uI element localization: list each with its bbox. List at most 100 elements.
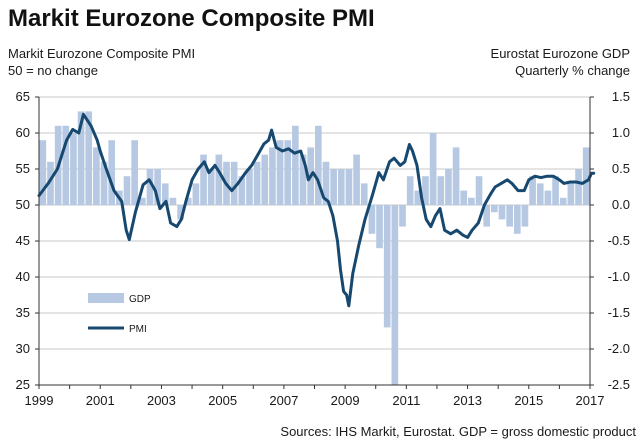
x-tick-label: 2009: [331, 393, 360, 408]
gdp-bar: [131, 140, 138, 205]
gdp-bar: [177, 205, 184, 220]
gdp-bar: [192, 183, 200, 205]
gdp-bar: [460, 190, 468, 205]
right-tick-label: -0.5: [608, 233, 630, 248]
left-tick-label: 55: [16, 161, 30, 176]
gdp-bar: [138, 197, 146, 205]
gdp-bar: [391, 205, 399, 385]
gdp-bar: [513, 205, 521, 234]
right-tick-labels: -2.5 -2.0 -1.5 -1.0 -0.5 0.0 0.5 1.0 1.5: [590, 89, 630, 392]
gdp-bar: [491, 205, 498, 213]
gdp-bar: [582, 147, 590, 205]
gdp-bar: [108, 140, 116, 205]
left-tick-label: 65: [16, 89, 30, 104]
gdp-bar: [452, 147, 460, 205]
gdp-bar: [567, 183, 575, 205]
right-axis-label-line1: Eurostat Eurozone GDP: [491, 46, 630, 61]
gdp-bar: [77, 111, 85, 205]
gdp-bar: [575, 169, 582, 205]
gdp-bar: [70, 133, 77, 205]
gdp-bar: [276, 140, 284, 205]
left-tick-label: 45: [16, 233, 30, 248]
left-tick-label: 60: [16, 125, 30, 140]
gdp-bar: [368, 205, 376, 234]
gdp-bar: [146, 169, 154, 205]
right-tick-label: -2.5: [608, 377, 630, 392]
x-tick-label: 2007: [269, 393, 298, 408]
gdp-bar: [506, 205, 513, 227]
gdp-bar: [399, 205, 406, 227]
gdp-bar: [468, 197, 475, 205]
gdp-bar: [360, 183, 368, 205]
x-tick-label: 2015: [514, 393, 543, 408]
right-tick-label: -1.5: [608, 305, 630, 320]
right-tick-label: -2.0: [608, 341, 630, 356]
gdp-bar: [85, 111, 93, 205]
gdp-bar: [161, 183, 169, 205]
gdp-bar: [215, 154, 223, 205]
left-tick-label: 25: [16, 377, 30, 392]
gdp-bar: [292, 125, 299, 205]
gdp-bar: [47, 161, 54, 205]
gdp-bar: [322, 161, 330, 205]
left-tick-label: 40: [16, 269, 30, 284]
gdp-bar: [353, 154, 360, 205]
x-tick-label: 2011: [392, 393, 420, 408]
gdp-bar: [536, 183, 544, 205]
right-tick-label: 1.5: [612, 89, 630, 104]
gdp-bar: [261, 154, 269, 205]
gdp-bar: [269, 147, 276, 205]
gdp-bar: [337, 169, 345, 205]
gdp-bars: [39, 111, 590, 385]
right-axis-label-line2: Quarterly % change: [515, 63, 630, 78]
left-tick-label: 30: [16, 341, 30, 356]
x-tick-label: 2005: [208, 393, 237, 408]
left-tick-label: 50: [16, 197, 30, 212]
right-tick-label: -1.0: [608, 269, 630, 284]
chart-title: Markit Eurozone Composite PMI: [8, 5, 375, 32]
x-tick-label: 1999: [25, 393, 54, 408]
gdp-bar: [475, 176, 483, 205]
gdp-bar: [93, 147, 100, 205]
legend: GDP PMI: [88, 293, 151, 335]
legend-pmi-label: PMI: [129, 324, 147, 335]
gdp-bar: [62, 125, 70, 205]
x-tick-label: 2013: [453, 393, 482, 408]
gdp-bar: [383, 205, 391, 328]
gdp-bar: [39, 140, 47, 205]
legend-gdp-label: GDP: [129, 294, 151, 305]
left-tick-labels: 25 30 35 40 45 50 55 60 65: [16, 89, 39, 392]
right-tick-label: 0.0: [612, 197, 630, 212]
gdp-bar: [521, 205, 529, 227]
gdp-bar: [207, 169, 215, 205]
x-tick-labels: 1999 2001 2003 2005 2007 2009 2011 2013 2015 2017: [25, 385, 605, 408]
gdp-bar: [315, 125, 322, 205]
pmi-line-group: [37, 112, 596, 308]
right-tick-label: 0.5: [612, 161, 630, 176]
gdp-bar: [230, 161, 238, 205]
gdp-bar: [246, 169, 253, 205]
gdp-bar: [345, 169, 353, 205]
gdp-bar: [123, 176, 131, 205]
gdp-bar: [414, 190, 422, 205]
left-axis-label-line1: Markit Eurozone Composite PMI: [8, 46, 195, 61]
right-tick-label: 1.0: [612, 125, 630, 140]
gdp-bar: [552, 176, 559, 205]
gdp-bar: [529, 176, 536, 205]
gdp-bar: [284, 140, 292, 205]
gridlines: [39, 96, 590, 350]
gdp-bar: [330, 169, 337, 205]
x-tick-label: 2001: [86, 393, 115, 408]
left-tick-label: 35: [16, 305, 30, 320]
gdp-bar: [429, 133, 437, 205]
gdp-bar: [483, 205, 491, 227]
gdp-bar: [422, 176, 429, 205]
legend-gdp-swatch: [88, 293, 124, 303]
x-tick-label: 2003: [147, 393, 176, 408]
gdp-bar: [154, 169, 161, 205]
gdp-bar: [200, 154, 207, 205]
x-tick-label: 2017: [576, 393, 605, 408]
gdp-bar: [238, 176, 246, 205]
gdp-bar: [445, 169, 452, 205]
